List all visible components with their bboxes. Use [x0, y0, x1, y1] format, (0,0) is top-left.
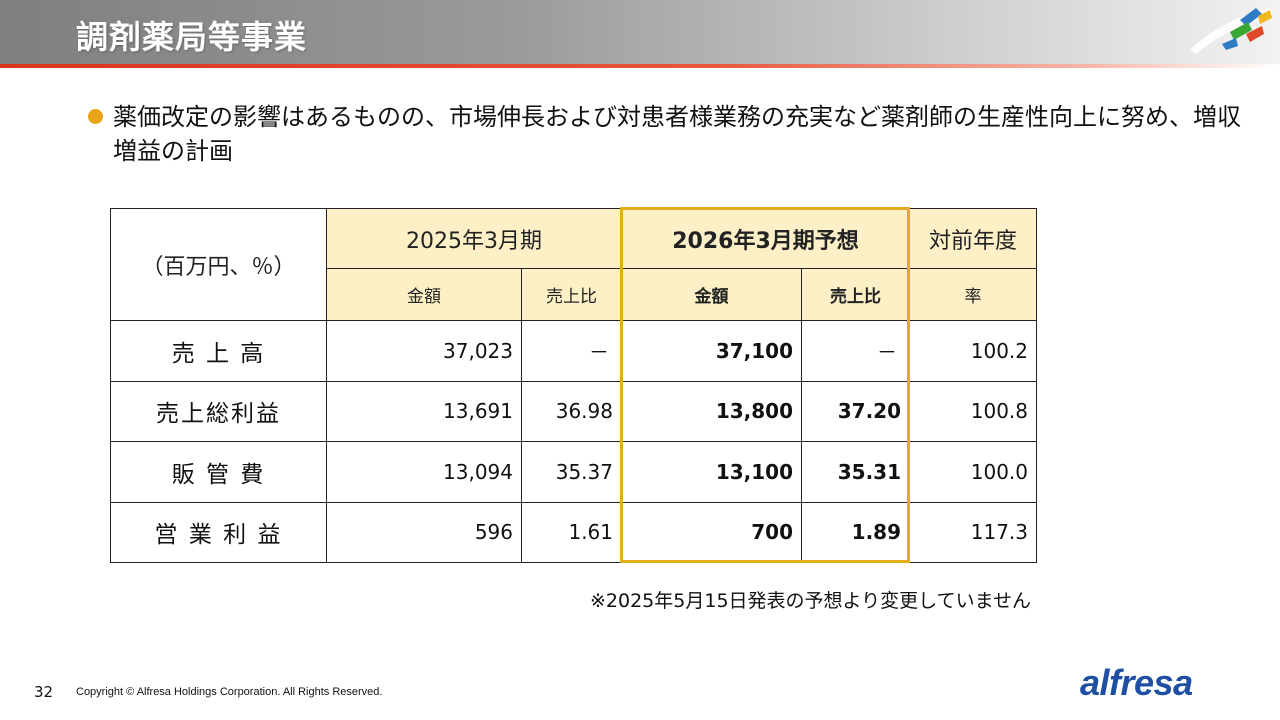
prev-ratio: － [521, 320, 622, 382]
yoy-header: 対前年度 [909, 208, 1038, 269]
forecast-amount: 700 [621, 501, 802, 563]
yoy-rate: 100.2 [909, 320, 1038, 382]
table-header-row: （百万円、％） 2025年3月期 2026年3月期予想 対前年度 [110, 208, 1038, 321]
table-row: 販 管 費 13,094 35.37 13,100 35.31 100.0 [110, 441, 1038, 503]
prev-amount: 13,691 [326, 380, 522, 442]
period-prev-header: 2025年3月期 [326, 208, 622, 269]
row-label: 営 業 利 益 [110, 501, 327, 563]
header-banner [0, 0, 1280, 64]
row-label: 売 上 高 [110, 320, 327, 382]
prev-ratio: 1.61 [521, 501, 622, 563]
period-forecast-header: 2026年3月期予想 [620, 208, 911, 269]
table-subheader-row: 金額 売上比 金額 売上比 率 [111, 268, 1038, 321]
table-row: 売上総利益 13,691 36.98 13,800 37.20 100.8 [110, 380, 1038, 442]
prev-ratio-header: 売上比 [521, 268, 622, 321]
slide-title: 調剤薬局等事業 [76, 18, 308, 56]
forecast-amount-header: 金額 [621, 268, 802, 321]
financial-table: （百万円、％） 2025年3月期 2026年3月期予想 対前年度 金額 売上比 … [110, 208, 1038, 563]
unit-label: （百万円、％） [110, 208, 327, 321]
alfresa-logo: alfresa [1080, 662, 1193, 703]
forecast-ratio: 37.20 [800, 380, 911, 442]
forecast-amount: 37,100 [621, 320, 802, 382]
forecast-ratio-header: 売上比 [800, 268, 911, 321]
forecast-ratio: － [800, 320, 911, 382]
forecast-ratio: 35.31 [800, 441, 911, 503]
prev-amount-header: 金額 [326, 268, 522, 321]
forecast-amount: 13,800 [621, 380, 802, 442]
yoy-rate: 117.3 [909, 501, 1038, 563]
bullet-dot [88, 109, 103, 124]
yoy-rate: 100.8 [909, 380, 1038, 442]
prev-ratio: 36.98 [521, 380, 622, 442]
footnote: ※2025年5月15日発表の予想より変更していません [590, 590, 1032, 612]
prev-amount: 37,023 [326, 320, 522, 382]
prev-amount: 596 [326, 501, 522, 563]
bullet-text: 薬価改定の影響はあるものの、市場伸長および対患者様業務の充実など薬剤師の生産性向… [113, 103, 1241, 165]
yoy-rate: 100.0 [909, 441, 1038, 503]
copyright-text: Copyright © Alfresa Holdings Corporation… [76, 686, 383, 698]
rate-header: 率 [909, 268, 1038, 321]
page-number: 32 [34, 683, 54, 701]
forecast-amount: 13,100 [621, 441, 802, 503]
row-label: 販 管 費 [110, 441, 327, 503]
row-label: 売上総利益 [110, 380, 327, 442]
prev-ratio: 35.37 [521, 441, 622, 503]
forecast-ratio: 1.89 [800, 501, 911, 563]
prev-amount: 13,094 [326, 441, 522, 503]
brand-swoosh-icon [1190, 8, 1274, 54]
table-row: 売 上 高 37,023 － 37,100 － 100.2 [110, 320, 1038, 382]
header-underline [0, 64, 1280, 68]
table-row: 営 業 利 益 596 1.61 700 1.89 117.3 [110, 501, 1038, 563]
